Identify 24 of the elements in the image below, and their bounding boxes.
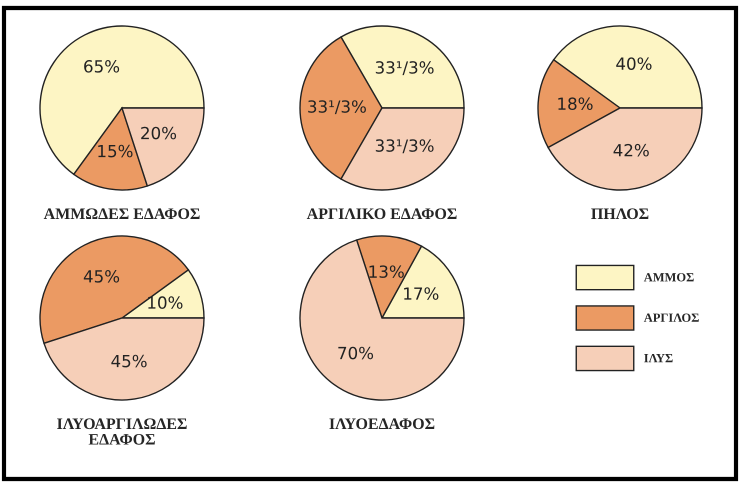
text: ΙΛΥΟΕΔΑΦΟΣ: [329, 418, 434, 430]
data-label: 45%: [111, 354, 147, 368]
data-label: 10%: [148, 296, 182, 309]
data-label: 65%: [84, 60, 120, 73]
data-label: 42%: [614, 144, 649, 157]
legend-label: ΑΜΜΟΣ: [644, 273, 694, 282]
data-label: 17%: [404, 287, 438, 300]
data-label: 20%: [141, 126, 176, 140]
data-label: 45%: [84, 270, 120, 283]
text: ΙΛΥΟΑΡΓΙΛΩΔΕΣ ΕΔΑΦΟΣ: [57, 418, 187, 445]
text: ΑΡΓΙΛΙΚΟ ΕΔΑΦΟΣ: [306, 208, 457, 220]
text: ΠΗΛΟΣ: [591, 208, 648, 220]
data-label: 18%: [558, 97, 593, 110]
legend-label: ΑΡΓΙΛΟΣ: [644, 314, 699, 322]
pie-slice: [299, 239, 465, 401]
legend-label: ΙΛΥΣ: [644, 354, 673, 362]
data-label: 33¹/3%: [376, 139, 434, 154]
data-label: 13%: [370, 265, 404, 278]
data-label: 70%: [338, 346, 374, 360]
data-label: 15%: [98, 144, 133, 158]
data-label: 40%: [616, 57, 652, 70]
data-label: 33¹/3%: [376, 61, 434, 76]
text: ΑΜΜΩΔΕΣ ΕΔΑΦΟΣ: [44, 208, 200, 220]
data-label: 33¹/3%: [308, 100, 366, 114]
